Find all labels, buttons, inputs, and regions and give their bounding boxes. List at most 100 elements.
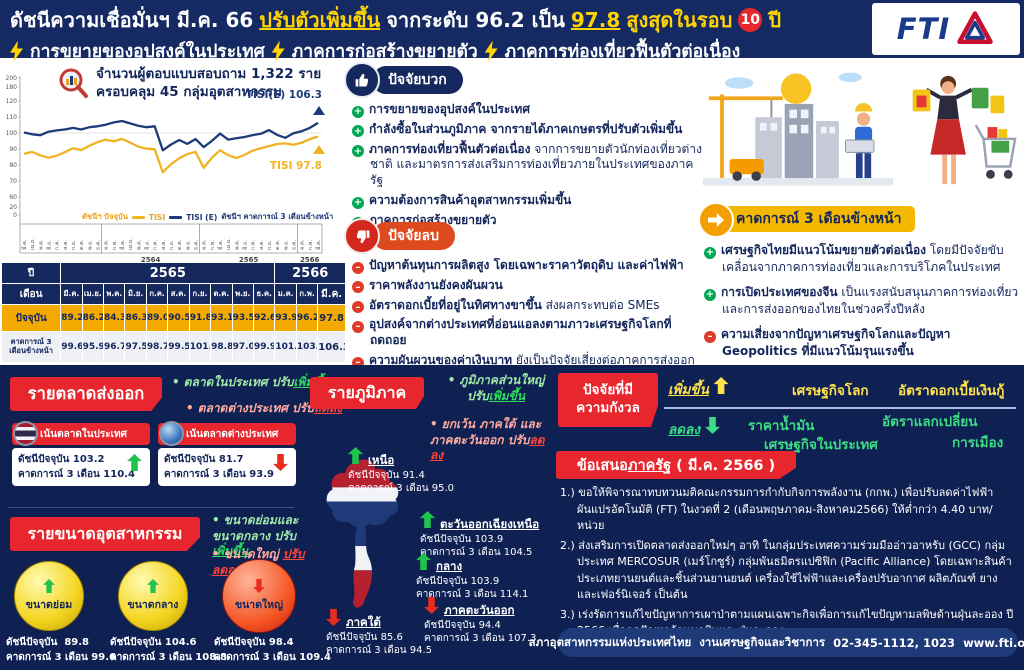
concern-item: เศรษฐกิจในประเทศ [764,437,878,453]
up-arrow-icon [713,377,729,394]
top-section: จำนวนผู้ตอบแบบสอบถาม 1,322 ราย ครอบคลุม … [0,58,1024,383]
thailand-map [326,459,399,608]
svg-text:100: 100 [6,130,18,137]
table-cell: ก.พ. [295,283,319,305]
svg-text:มี.ค.: มี.ค. [119,239,126,250]
ball-stats: ดัชนีปัจจุบัน 98.4 คาดการณ์ 3 เดือน 109.… [214,637,331,663]
proposal-item: 1.) ขอให้พิจารณาทบทวนมติคณะกรรมการกำกับก… [560,486,994,532]
svg-text:ก.ค.: ก.ค. [55,240,61,250]
positive-item: การขยายของอุปสงค์ในประเทศ [352,102,704,118]
up-arrow-icon [416,553,431,570]
positive-item: กำลังซื้อในส่วนภูมิภาค จากรายได้ภาคเกษตร… [352,122,704,138]
forecast-item: การเปิดประเทศของจีน เป็นแรงสนับสนุนภาคกา… [704,284,1022,319]
svg-text:พ.ค.: พ.ค. [234,239,240,250]
legend-tisi: TISI [148,212,166,222]
thai-flag-icon [13,421,38,446]
footer-org: สภาอุตสาหกรรมแห่งประเทศไทย [528,634,692,649]
svg-text:มี.ค.: มี.ค. [217,239,224,250]
headline-suffix: สูงสุดในรอบ [626,8,733,32]
table-cell: 2565 [60,262,276,284]
export-card-body: ดัชนีปัจจุบัน 81.7 คาดการณ์ 3 เดือน 93.9 [158,448,296,486]
construction-illustration [703,72,893,186]
svg-text:180: 180 [6,84,18,91]
survey-line2: ครอบคลุม 45 กลุ่มอุตสาหกรรม [96,83,282,100]
table-cell: ต.ค. [210,283,233,305]
svg-text:ส.ค.: ส.ค. [161,240,167,250]
plus-icon [352,145,364,158]
table-cell: 84.3 [103,304,126,332]
concern-item: อัตราดอกเบี้ยเงินกู้ [898,383,1005,399]
export-card-title: เน้นตลาดในประเทศ [12,421,150,446]
negative-factors-list: ปัญหาต้นทุนการผลิตสูง โดยเฉพาะราคาวัตถุด… [352,258,704,389]
table-cell: 99.9 [252,331,276,363]
headline-bullet: การขยายของอุปสงค์ในประเทศ [30,42,265,62]
lightning-icon [484,40,498,62]
thumbs-down-icon [344,218,380,254]
table-cell: พ.ย. [231,283,254,305]
table-cell: ปัจจุบัน [0,304,62,332]
svg-text:พ.ย.: พ.ย. [283,240,289,250]
table-cell: 95.9 [81,331,105,363]
concern-item: การเมือง [952,435,1004,451]
minus-icon [704,330,716,343]
svg-text:70: 70 [9,178,17,185]
export-market-badge: รายตลาดส่งออก [10,377,162,411]
headline-mid: จากระดับ 96.2 เป็น [386,8,565,32]
header-banner: ดัชนีความเชื่อมั่นฯ มี.ค. 66 ปรับตัวเพิ่… [0,0,1024,62]
negative-item: ราคาพลังงานยังคงผันผวน [352,278,704,294]
fti-triangle-icon [957,11,993,44]
concern-item: เศรษฐกิจโลก [792,383,869,399]
svg-text:มิ.ย.: มิ.ย. [242,240,249,250]
svg-text:มิ.ย.: มิ.ย. [144,240,151,250]
table-cell: 93.5 [231,304,254,332]
svg-text:ต.ค.: ต.ค. [79,239,85,250]
region-east: ภาคตะวันออก ดัชนีปัจจุบัน 94.4 คาดการณ์ … [424,597,536,646]
up-arrow-icon [147,579,159,593]
svg-text:ธ.ค.: ธ.ค. [194,240,200,250]
thumbs-up-icon [344,62,380,98]
negative-item: ปัญหาต้นทุนการผลิตสูง โดยเฉพาะราคาวัตถุด… [352,258,704,274]
table-cell: ปี [0,262,62,284]
svg-text:TISI 97.8: TISI 97.8 [270,160,322,172]
svg-text:ม.ค.: ม.ค. [202,239,208,250]
forecast-item: ความเสี่ยงจากปัญหาเศรษฐกิจโลกและปัญหา Ge… [704,326,1022,361]
shopping-illustration [912,75,1017,185]
svg-text:มี.ค.: มี.ค. [315,239,322,250]
table-cell: ธ.ค. [252,283,276,305]
ten-years-circle: 10 [738,8,763,32]
svg-text:ธ.ค.: ธ.ค. [292,240,298,250]
table-cell: 97.5 [124,331,147,363]
table-cell: คาดการณ์ 3 เดือนข้างหน้า [0,331,62,363]
export-note-up: •ตลาดในประเทศ ปรับเพิ่มขึ้น [172,375,330,389]
lightning-icon [10,40,23,62]
headline-bullet: ภาคการท่องเที่ยวฟื้นตัวต่อเนื่อง [504,42,741,62]
region-note-down: • ยกเว้น ภาคใต้ และภาคตะวันออก ปรับลดลง [430,417,545,463]
headline: ดัชนีความเชื่อมั่นฯ มี.ค. 66 ปรับตัวเพิ่… [10,4,1014,36]
table-cell: 101.1 [274,331,297,363]
table-cell: 2566 [274,262,346,284]
svg-text:ม.ค.: ม.ค. [300,239,306,250]
current-index: ดัชนีปัจจุบัน 81.7 [164,454,244,465]
table-cell: 90.5 [167,304,190,332]
divider [664,407,1016,409]
table-cell: มี.ค. [317,283,346,305]
positive-item: ภาคการท่องเที่ยวฟื้นตัวต่อเนื่อง จากการข… [352,142,704,189]
table-cell: 93.1 [210,304,233,332]
fti-logo: FTI [872,3,1020,55]
svg-text:พ.ย.: พ.ย. [87,240,93,250]
plus-icon [704,247,716,260]
svg-text:20: 20 [9,204,17,211]
footer-contact: สภาอุตสาหกรรมแห่งประเทศไทย งานเศรษฐกิจแล… [529,628,1024,657]
svg-text:ธ.ค.: ธ.ค. [96,240,102,250]
svg-text:80: 80 [9,162,17,169]
svg-text:เม.ย.: เม.ย. [226,238,232,250]
table-cell: 99.6 [60,331,83,363]
svg-text:60: 60 [9,194,17,201]
concern-item: อัตราแลกเปลี่ยน [882,414,978,430]
svg-text:พ.ค.: พ.ค. [136,239,142,250]
svg-text:ส.ค.: ส.ค. [63,240,69,250]
svg-text:เม.ย.: เม.ย. [30,238,36,250]
region-north: เหนือ ดัชนีปัจจุบัน 91.4 คาดการณ์ 3 เดือ… [348,447,454,496]
export-card-body: ดัชนีปัจจุบัน 103.2 คาดการณ์ 3 เดือน 110… [12,448,150,486]
